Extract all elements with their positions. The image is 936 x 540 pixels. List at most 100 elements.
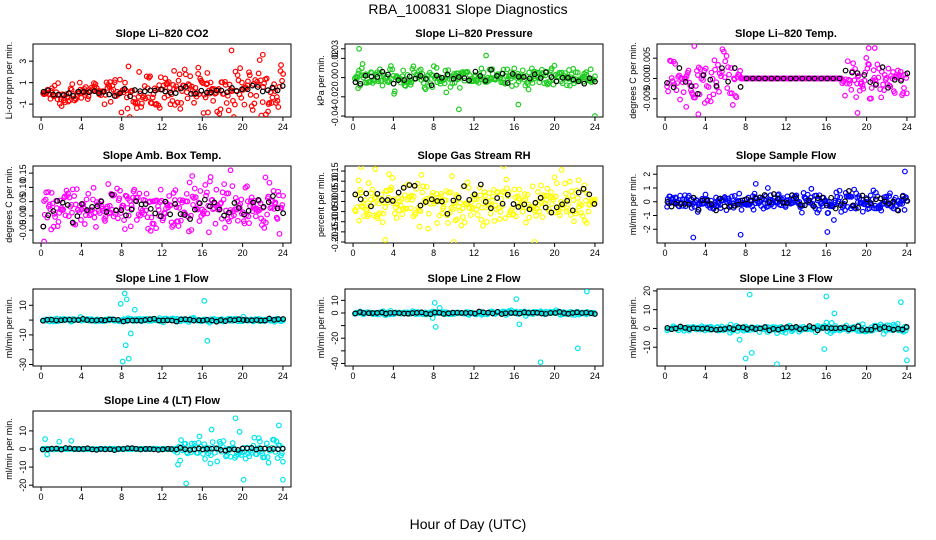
data-point xyxy=(252,213,259,220)
data-point xyxy=(176,71,183,78)
data-point xyxy=(78,94,85,101)
data-point xyxy=(379,219,386,226)
data-point xyxy=(559,204,566,211)
x-tick-label: 12 xyxy=(781,371,791,381)
data-point xyxy=(805,75,812,82)
data-point xyxy=(208,426,215,433)
data-point xyxy=(177,85,184,92)
data-point xyxy=(356,45,363,52)
y-tick-label: 0 xyxy=(18,446,28,451)
data-point xyxy=(750,206,757,213)
data-point xyxy=(123,296,130,303)
x-tick-label: 12 xyxy=(157,492,167,502)
data-point xyxy=(482,77,489,84)
data-point xyxy=(700,72,707,79)
x-tick-label: 4 xyxy=(703,371,708,381)
data-point xyxy=(564,82,570,89)
data-point xyxy=(379,82,386,89)
data-point xyxy=(114,215,121,222)
data-point xyxy=(111,93,118,99)
data-point xyxy=(707,98,714,105)
x-tick-label: 0 xyxy=(351,122,356,132)
data-point xyxy=(879,64,886,71)
data-point xyxy=(683,103,690,110)
data-point xyxy=(280,71,287,77)
data-point xyxy=(117,210,124,216)
x-tick-label: 0 xyxy=(39,492,44,502)
data-point xyxy=(162,88,169,95)
data-point xyxy=(172,187,179,194)
data-point xyxy=(58,103,65,110)
data-point xyxy=(525,86,532,93)
data-point xyxy=(868,326,875,333)
data-point xyxy=(695,206,702,213)
data-point xyxy=(192,194,199,201)
data-point xyxy=(736,190,743,197)
data-point xyxy=(900,90,906,97)
data-point xyxy=(177,217,184,224)
data-point xyxy=(59,199,66,206)
data-point xyxy=(379,197,385,203)
y-tick-label: 0 xyxy=(642,326,652,331)
data-point xyxy=(731,192,738,199)
data-point xyxy=(406,182,413,189)
data-point xyxy=(255,70,262,77)
panel-10: Slope Line 4 (LT) Flow 0 4 8 12 16 20 24 -20 -10 0… xyxy=(4,395,292,502)
data-point xyxy=(762,324,768,330)
data-point xyxy=(854,70,861,76)
data-point xyxy=(563,190,569,197)
data-point xyxy=(511,65,518,72)
data-point xyxy=(391,210,398,217)
data-point xyxy=(278,204,285,211)
x-tick-label: 24 xyxy=(902,371,912,381)
data-point xyxy=(476,184,483,191)
data-point xyxy=(207,460,214,467)
data-point xyxy=(513,213,519,220)
data-point xyxy=(186,179,193,186)
data-point xyxy=(564,197,571,204)
data-point xyxy=(497,208,504,215)
data-point xyxy=(513,296,520,302)
data-point xyxy=(176,204,183,211)
data-point xyxy=(784,200,790,206)
data-point xyxy=(821,346,828,352)
data-point xyxy=(504,191,511,198)
data-point xyxy=(672,325,679,332)
data-point xyxy=(117,90,124,97)
data-point xyxy=(878,207,885,214)
data-point xyxy=(715,61,721,68)
data-point xyxy=(266,315,273,322)
data-point xyxy=(156,105,163,111)
data-point xyxy=(64,202,71,208)
y-tick-label: -10 xyxy=(18,328,28,341)
data-point xyxy=(532,199,539,206)
data-point xyxy=(90,196,96,203)
data-point xyxy=(107,98,114,105)
y-tick-label: 0.05 xyxy=(330,183,340,201)
x-tick-label: 16 xyxy=(197,371,207,381)
data-point xyxy=(437,193,444,200)
x-tick-label: 0 xyxy=(351,248,356,258)
data-point xyxy=(359,61,366,67)
data-point xyxy=(352,191,359,198)
data-point xyxy=(275,188,282,195)
data-point xyxy=(477,73,484,79)
data-point xyxy=(482,198,489,205)
panel-title: Slope Gas Stream RH xyxy=(417,150,530,162)
x-tick-label: 16 xyxy=(509,122,519,132)
data-point xyxy=(831,310,838,317)
data-point xyxy=(41,238,47,243)
data-point xyxy=(162,75,169,82)
data-point xyxy=(899,193,906,200)
data-point xyxy=(387,66,393,73)
data-point xyxy=(811,203,817,210)
data-point xyxy=(254,84,261,90)
data-point xyxy=(266,179,273,186)
data-point xyxy=(867,79,874,86)
data-point xyxy=(181,66,188,73)
data-point xyxy=(416,223,423,230)
x-tick-label: 24 xyxy=(902,248,912,258)
data-point xyxy=(389,197,396,204)
data-point xyxy=(499,203,506,209)
data-point xyxy=(726,71,732,78)
